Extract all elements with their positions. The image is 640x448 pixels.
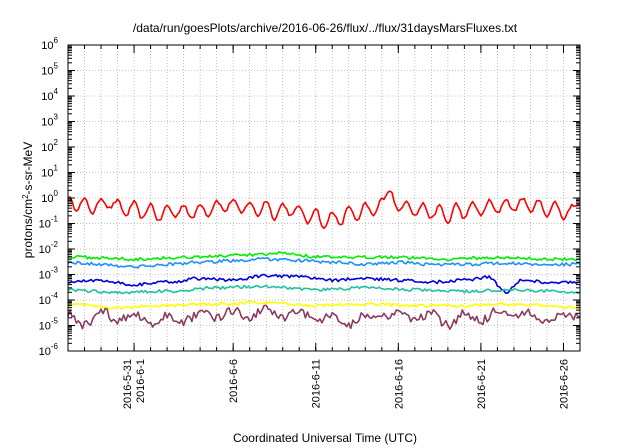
y-tick-label: 104	[41, 87, 58, 103]
y-tick-label: 10-6	[39, 342, 59, 358]
x-axis-label: Coordinated Universal Time (UTC)	[233, 431, 417, 445]
series-line-4	[67, 273, 581, 294]
y-tick-label: 10-2	[39, 240, 59, 256]
y-tick-label: 105	[41, 62, 58, 78]
x-tick-label: 2016-6-26	[558, 359, 570, 409]
chart-title: /data/run/goesPlots/archive/2016-06-26/f…	[133, 21, 518, 35]
y-tick-label: 10-1	[39, 215, 59, 231]
grid	[68, 45, 580, 351]
series-line-2	[67, 251, 581, 262]
series-layer	[67, 190, 581, 331]
x-tick-label: 2016-6-16	[393, 359, 405, 409]
series-line-5	[67, 284, 581, 295]
y-tick-label: 101	[41, 164, 58, 180]
series-line-3	[67, 257, 581, 269]
y-axis-label: protons/cm2-s-sr-MeV	[21, 142, 36, 258]
x-axis: 2016-5-31 2016-6-1 2016-6-6 2016-6-11 2016-6…	[67, 45, 581, 409]
x-tick-label: 2016-6-6	[228, 359, 240, 403]
y-tick-label: 10-5	[39, 317, 59, 333]
x-tick-label: 2016-5-31	[122, 359, 134, 409]
x-tick-label: 2016-6-11	[311, 359, 323, 408]
y-tick-label: 10-3	[39, 266, 59, 282]
y-tick-label: 106	[41, 36, 58, 52]
series-line-1	[67, 190, 581, 230]
y-tick-label: 100	[41, 189, 58, 205]
x-tick-label: 2016-6-21	[476, 359, 488, 409]
y-tick-label: 10-4	[39, 291, 59, 307]
series-line-7	[67, 304, 581, 331]
y-tick-label: 103	[41, 113, 58, 129]
series-line-6	[67, 300, 581, 310]
y-axis: 106 105 104 103 102 101 100 10-1 10-2 10-3 10-4 10-…	[39, 36, 580, 358]
x-tick-label: 2016-6-1	[135, 359, 147, 403]
y-tick-label: 102	[41, 138, 58, 154]
